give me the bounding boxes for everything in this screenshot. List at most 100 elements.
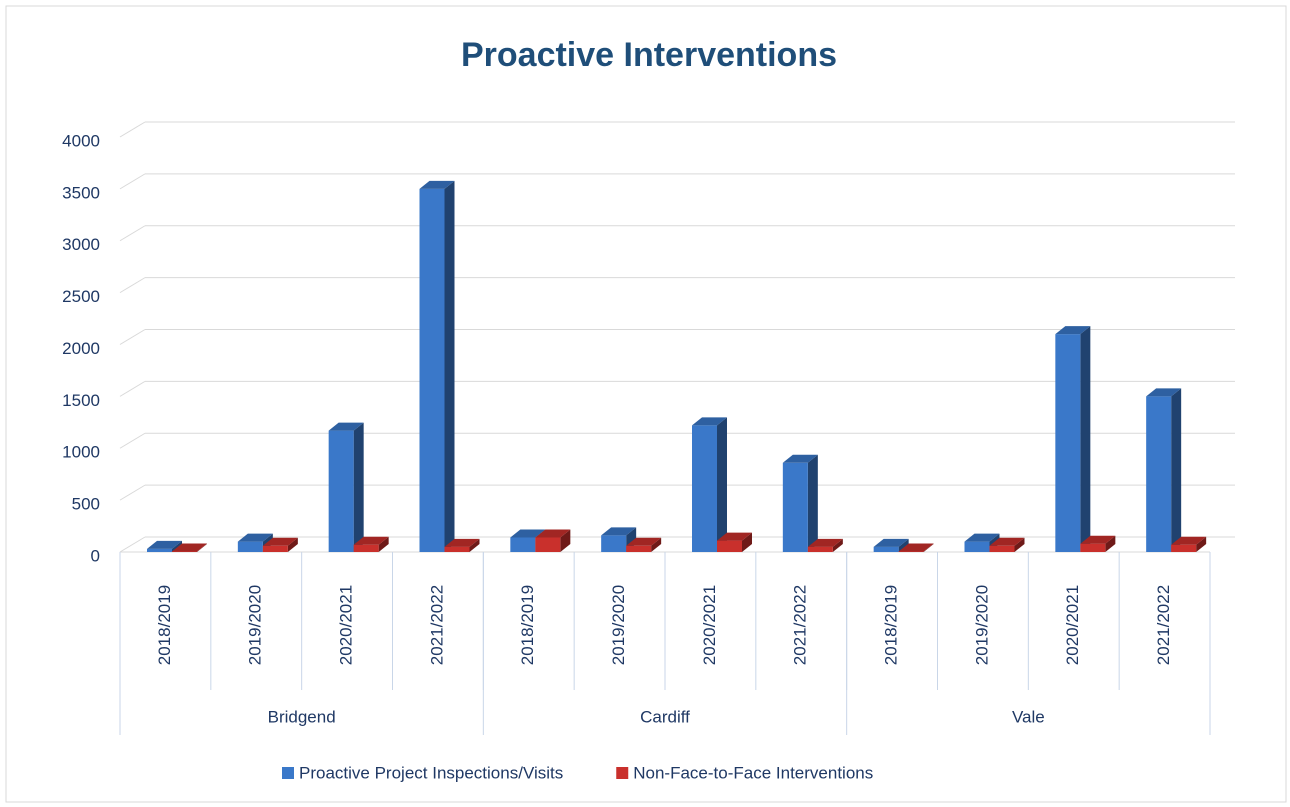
bar-side bbox=[742, 532, 752, 552]
bar-side bbox=[1171, 388, 1182, 552]
bar bbox=[1146, 396, 1172, 552]
bar bbox=[172, 551, 197, 552]
grid-line-side bbox=[119, 484, 146, 501]
bar-top bbox=[717, 532, 752, 541]
bar bbox=[1171, 544, 1197, 552]
y-tick-label: 0 bbox=[91, 546, 100, 565]
x-tick-label: 2021/2022 bbox=[791, 585, 810, 665]
bar bbox=[1080, 543, 1106, 552]
bar bbox=[601, 535, 627, 552]
x-tick-label: 2021/2022 bbox=[427, 585, 446, 665]
bar bbox=[807, 546, 833, 552]
legend-swatch bbox=[282, 767, 294, 779]
group-label: Bridgend bbox=[268, 707, 336, 726]
bar bbox=[444, 546, 470, 552]
bar-side bbox=[287, 537, 298, 552]
y-tick-label: 2000 bbox=[62, 339, 100, 358]
bar-side bbox=[444, 180, 455, 552]
x-tick-label: 2018/2019 bbox=[155, 585, 174, 665]
bar-top bbox=[601, 527, 637, 536]
bar bbox=[419, 188, 445, 552]
bar-side bbox=[353, 422, 364, 552]
bar-top bbox=[807, 538, 843, 547]
bar-top bbox=[147, 540, 182, 549]
bar-side bbox=[197, 543, 207, 552]
bar-top bbox=[172, 543, 207, 552]
legend-label: Non-Face-to-Face Interventions bbox=[633, 763, 873, 782]
bar-top bbox=[444, 538, 480, 547]
x-tick-label: 2018/2019 bbox=[518, 585, 537, 665]
bar-top bbox=[328, 422, 364, 431]
bar bbox=[898, 551, 924, 552]
x-tick-label: 2019/2020 bbox=[972, 585, 991, 665]
x-tick-label: 2020/2021 bbox=[337, 585, 356, 665]
bar-side bbox=[1196, 536, 1207, 552]
bar bbox=[353, 544, 379, 552]
y-tick-label: 1000 bbox=[62, 443, 100, 462]
y-tick-label: 2500 bbox=[62, 287, 100, 306]
bar bbox=[782, 462, 808, 552]
grid-line-side bbox=[119, 432, 146, 449]
bar-side bbox=[378, 536, 389, 552]
bar-side bbox=[1080, 326, 1091, 552]
x-tick-label: 2018/2019 bbox=[882, 585, 901, 665]
legend-label: Proactive Project Inspections/Visits bbox=[299, 763, 563, 782]
bar bbox=[989, 545, 1015, 552]
bar-side bbox=[832, 538, 843, 552]
grid-line-side bbox=[119, 173, 146, 190]
bar-side bbox=[923, 543, 934, 552]
legend-swatch bbox=[616, 767, 629, 779]
grid-line-side bbox=[119, 121, 146, 138]
y-tick-label: 3500 bbox=[62, 183, 100, 202]
grid-line-side bbox=[119, 225, 146, 242]
bar-side bbox=[1014, 537, 1025, 552]
bar-top bbox=[692, 417, 727, 426]
grid-line-side bbox=[119, 536, 146, 553]
bar-top bbox=[989, 537, 1025, 546]
bar-top bbox=[262, 537, 298, 546]
bar bbox=[1055, 334, 1081, 552]
x-tick-label: 2021/2022 bbox=[1154, 585, 1173, 665]
y-tick-label: 3000 bbox=[62, 235, 100, 254]
bar-top bbox=[782, 454, 818, 463]
bar bbox=[262, 545, 288, 552]
grid-line-side bbox=[119, 329, 146, 345]
bar-side bbox=[1105, 535, 1116, 552]
bar-top bbox=[510, 529, 546, 538]
x-tick-label: 2020/2021 bbox=[700, 585, 719, 665]
bar bbox=[692, 425, 717, 552]
bar-top bbox=[1055, 326, 1091, 335]
bar-side bbox=[807, 454, 818, 552]
bar-top bbox=[898, 543, 934, 552]
bar bbox=[626, 545, 652, 552]
x-tick-label: 2019/2020 bbox=[246, 585, 265, 665]
bar-top bbox=[419, 180, 455, 189]
bar bbox=[510, 537, 536, 552]
bar-side bbox=[172, 540, 182, 552]
bar-side bbox=[560, 529, 571, 552]
group-label: Vale bbox=[1012, 707, 1045, 726]
x-tick-label: 2019/2020 bbox=[609, 585, 628, 665]
bar-top bbox=[353, 536, 389, 545]
group-label: Cardiff bbox=[640, 707, 690, 726]
bar-top bbox=[237, 533, 273, 542]
bar bbox=[147, 548, 172, 552]
bar-top bbox=[964, 533, 1000, 542]
bar-top bbox=[535, 529, 571, 538]
bar-side bbox=[651, 537, 662, 552]
bar bbox=[873, 546, 899, 552]
bar-top bbox=[1080, 535, 1116, 544]
bar-side bbox=[717, 417, 727, 552]
bar bbox=[328, 430, 354, 552]
y-tick-label: 4000 bbox=[62, 131, 100, 150]
grid-line-side bbox=[119, 380, 146, 397]
bar bbox=[237, 541, 263, 552]
bar-side bbox=[469, 538, 480, 552]
y-tick-label: 1500 bbox=[62, 391, 100, 410]
chart-frame bbox=[5, 5, 1287, 803]
bar-top bbox=[1146, 388, 1182, 397]
bar-top bbox=[626, 537, 662, 546]
bar-top bbox=[1171, 536, 1207, 545]
bar bbox=[964, 541, 990, 552]
